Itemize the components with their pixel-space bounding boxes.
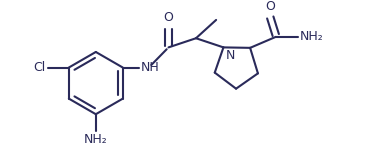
Text: Cl: Cl [33, 61, 45, 74]
Text: O: O [163, 11, 173, 24]
Text: N: N [225, 49, 235, 62]
Text: O: O [265, 0, 275, 13]
Text: NH₂: NH₂ [84, 133, 108, 146]
Text: NH: NH [141, 61, 160, 74]
Text: NH₂: NH₂ [299, 30, 323, 43]
